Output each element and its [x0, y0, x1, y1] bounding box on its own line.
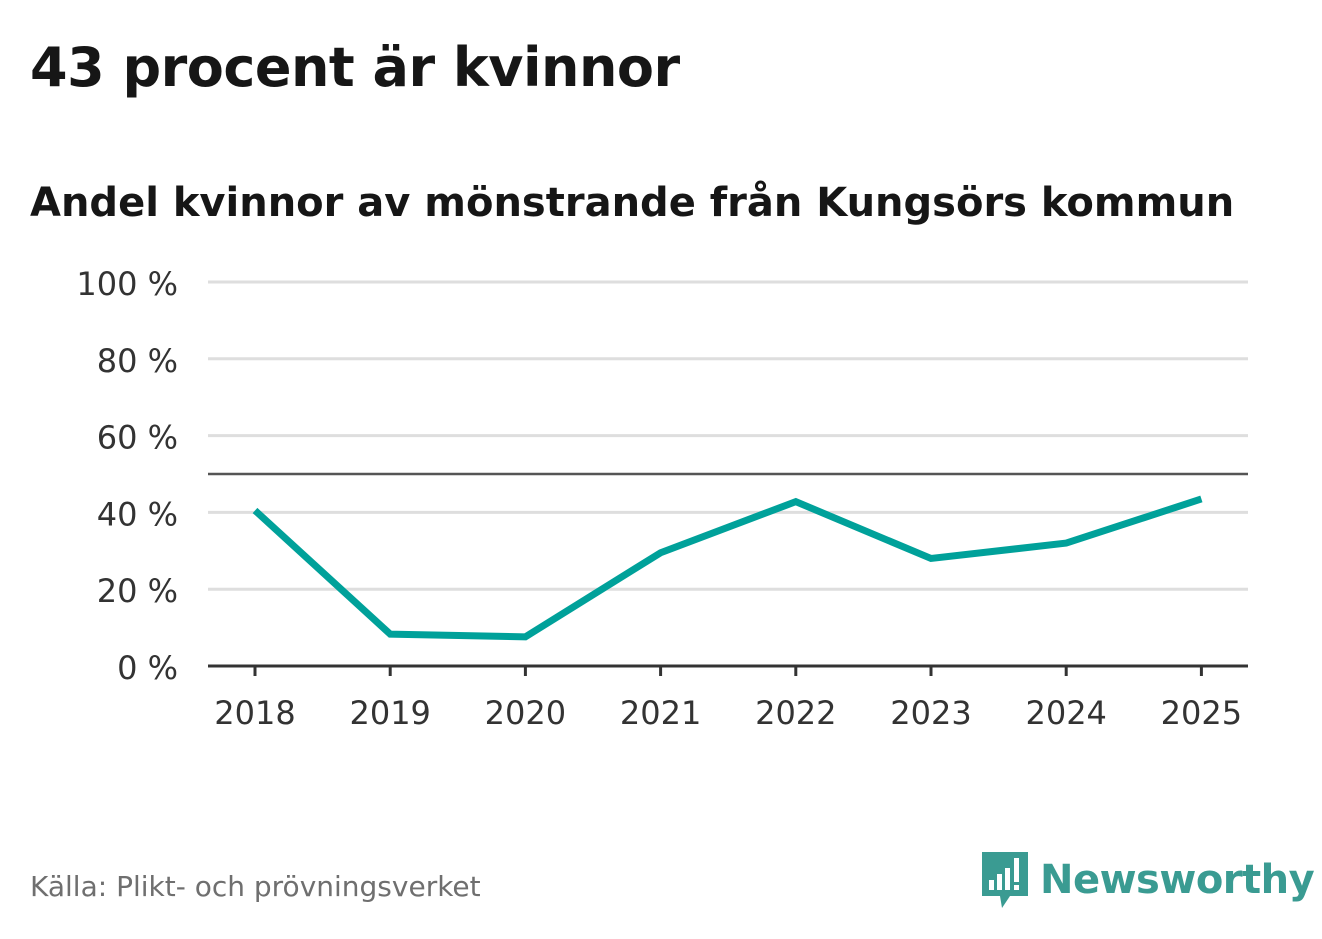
newsworthy-logo-icon: [982, 852, 1028, 908]
y-axis-labels: 0 % 20 % 40 % 60 % 80 % 100 %: [76, 265, 178, 687]
x-axis-labels: 2018 2019 2020 2021 2022 2023 2024 2025: [214, 666, 1242, 732]
x-tick-label: 2021: [620, 694, 701, 732]
y-tick-label: 0 %: [117, 649, 178, 687]
x-tick-label: 2022: [755, 694, 836, 732]
x-tick-label: 2020: [485, 694, 566, 732]
series-layer: [252, 495, 1203, 641]
x-tick-label: 2023: [890, 694, 971, 732]
y-tick-label: 80 %: [97, 342, 178, 380]
source-note: Källa: Plikt- och prövningsverket: [30, 870, 481, 903]
x-tick-label: 2018: [214, 694, 295, 732]
logo-text: Newsworthy: [1040, 857, 1315, 903]
newsworthy-logo: Newsworthy: [980, 850, 1315, 910]
x-tick-label: 2025: [1161, 694, 1242, 732]
gridlines: [208, 280, 1248, 668]
x-tick-label: 2019: [349, 694, 430, 732]
x-tick-label: 2024: [1025, 694, 1106, 732]
chart-title: 43 procent är kvinnor: [30, 36, 680, 99]
y-tick-label: 40 %: [97, 495, 178, 533]
series-line-0: [252, 495, 1203, 641]
chart-subtitle: Andel kvinnor av mönstrande från Kungsör…: [30, 180, 1235, 226]
y-tick-label: 60 %: [97, 419, 178, 457]
y-tick-label: 100 %: [76, 265, 178, 303]
y-tick-label: 20 %: [97, 572, 178, 610]
